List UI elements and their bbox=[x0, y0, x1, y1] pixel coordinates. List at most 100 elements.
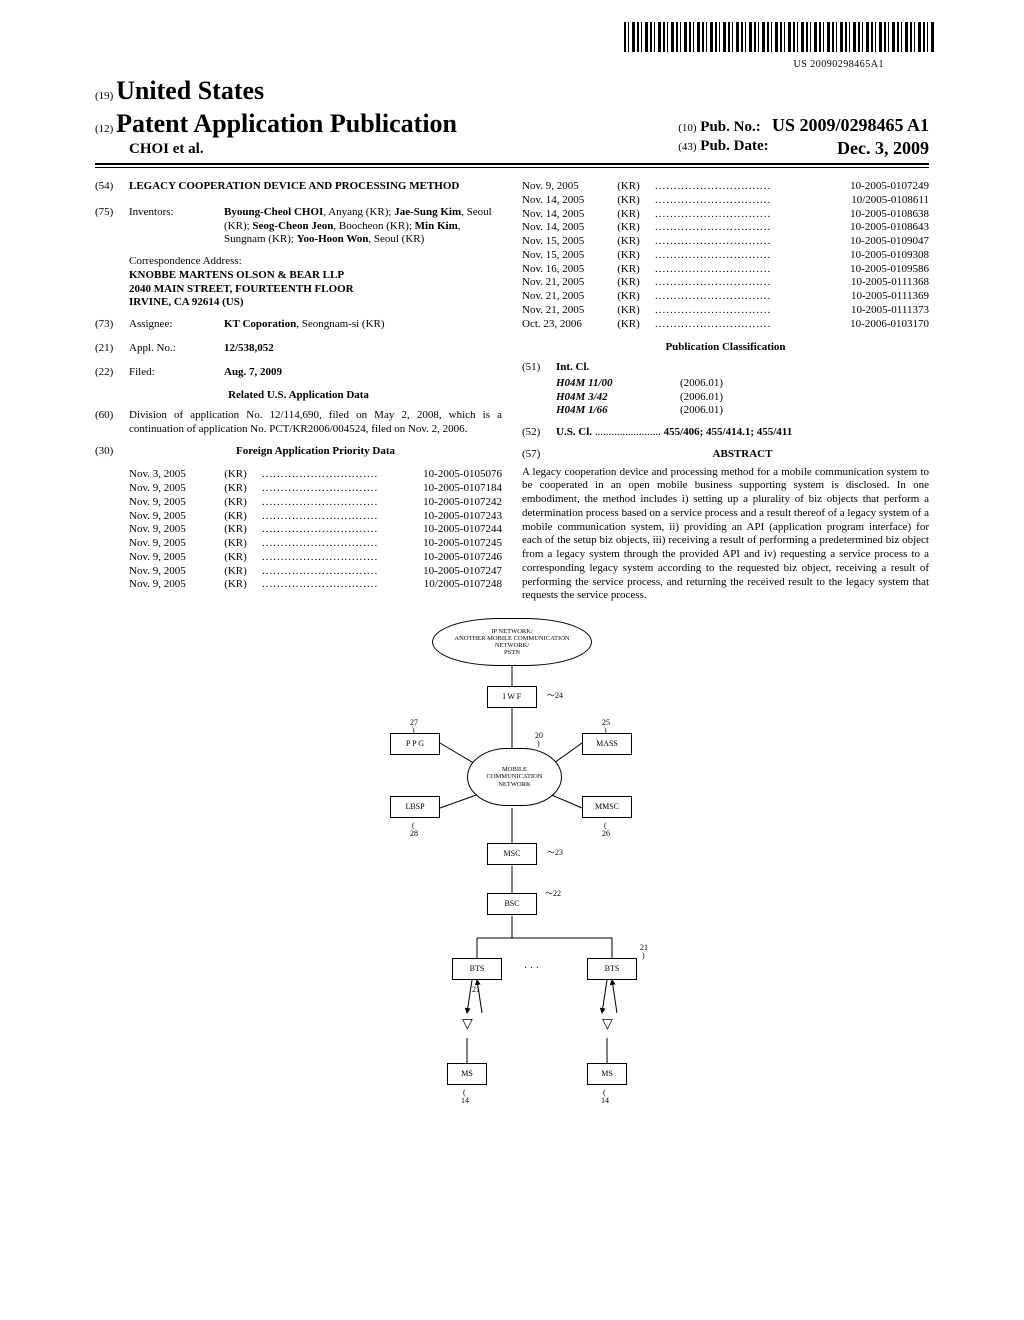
priority-row: Nov. 9, 2005(KR)........................… bbox=[129, 482, 502, 496]
prio-num: 10-2005-0111368 bbox=[851, 276, 929, 290]
prio-dots: ............................... bbox=[655, 304, 847, 318]
prio-date: Nov. 15, 2005 bbox=[522, 249, 602, 263]
corr-l1: KNOBBE MARTENS OLSON & BEAR LLP bbox=[129, 269, 502, 283]
priority-row: Nov. 15, 2005(KR).......................… bbox=[522, 249, 929, 263]
field-51: (51) Int. Cl. bbox=[522, 361, 929, 375]
corr-l3: IRVINE, CA 92614 (US) bbox=[129, 296, 502, 310]
prio-date: Oct. 23, 2006 bbox=[522, 318, 602, 332]
cloud-top: IP NETWORK/ ANOTHER MOBILE COMMUNICATION… bbox=[432, 618, 592, 666]
label-75: Inventors: bbox=[129, 206, 224, 247]
node-ms1: MS bbox=[447, 1063, 487, 1085]
prio-date: Nov. 9, 2005 bbox=[129, 510, 209, 524]
prio-dots: ............................... bbox=[262, 551, 419, 565]
prio-date: Nov. 3, 2005 bbox=[129, 468, 209, 482]
prio-dots: ............................... bbox=[655, 180, 846, 194]
prio-ctry: (KR) bbox=[606, 221, 651, 235]
value-22: Aug. 7, 2009 bbox=[224, 366, 502, 380]
code-57: (57) bbox=[522, 448, 556, 462]
header-row: (19) United States (12) Patent Applicati… bbox=[95, 75, 929, 159]
prio-ctry: (KR) bbox=[606, 263, 651, 277]
field-30: (30) Foreign Application Priority Data bbox=[95, 445, 502, 465]
prio-dots: ............................... bbox=[262, 523, 419, 537]
prio-num: 10-2005-0107244 bbox=[423, 523, 502, 537]
prio-ctry: (KR) bbox=[213, 551, 258, 565]
pubdate-value: Dec. 3, 2009 bbox=[837, 137, 929, 160]
node-bts1: BTS bbox=[452, 958, 502, 980]
node-mass: MASS bbox=[582, 733, 632, 755]
prio-dots: ............................... bbox=[655, 290, 847, 304]
node-lbsp: LBSP bbox=[390, 796, 440, 818]
mmsc-text: MMSC bbox=[595, 803, 619, 812]
priority-row: Nov. 16, 2005(KR).......................… bbox=[522, 263, 929, 277]
bsc-text: BSC bbox=[504, 900, 519, 909]
field-57: (57) ABSTRACT bbox=[522, 448, 929, 462]
code-60: (60) bbox=[95, 409, 129, 437]
diagram: IP NETWORK/ ANOTHER MOBILE COMMUNICATION… bbox=[302, 618, 722, 1108]
pubdate-label: Pub. Date: bbox=[700, 138, 768, 154]
prio-dots: ............................... bbox=[262, 510, 419, 524]
intcl-name: H04M 1/66 bbox=[556, 404, 676, 418]
priority-row: Nov. 9, 2005(KR)........................… bbox=[129, 551, 502, 565]
prio-num: 10-2005-0107245 bbox=[423, 537, 502, 551]
correspondence: Correspondence Address: KNOBBE MARTENS O… bbox=[129, 255, 502, 310]
prio-ctry: (KR) bbox=[213, 565, 258, 579]
cloud-top-text: IP NETWORK/ ANOTHER MOBILE COMMUNICATION… bbox=[437, 628, 587, 657]
code-22: (22) bbox=[95, 366, 129, 380]
ant1-icon: ▽ bbox=[462, 1016, 473, 1034]
field-52: (52) U.S. Cl. ........................ 4… bbox=[522, 426, 929, 440]
prio-dots: ............................... bbox=[262, 537, 419, 551]
label-21: Appl. No.: bbox=[129, 342, 224, 356]
priority-row: Oct. 23, 2006(KR).......................… bbox=[522, 318, 929, 332]
prio-num: 10/2005-0107248 bbox=[424, 578, 502, 592]
prio-dots: ............................... bbox=[262, 565, 419, 579]
ppg-text: P P G bbox=[406, 740, 424, 749]
barcode-block: US 20090298465A1 bbox=[95, 22, 934, 71]
appl-no: 12/538,052 bbox=[224, 342, 274, 354]
bts1-text: BTS bbox=[470, 965, 485, 974]
lbsp-text: LBSP bbox=[405, 803, 424, 812]
prio-num: 10-2005-0107246 bbox=[423, 551, 502, 565]
code-52: (52) bbox=[522, 426, 556, 440]
prio-ctry: (KR) bbox=[606, 180, 651, 194]
priority-row: Nov. 9, 2005(KR)........................… bbox=[129, 496, 502, 510]
value-73: KT Coporation, Seongnam-si (KR) bbox=[224, 318, 502, 332]
code-19: (19) bbox=[95, 90, 113, 102]
intcl-year: (2006.01) bbox=[680, 404, 723, 418]
priority-row: Nov. 9, 2005(KR)........................… bbox=[129, 565, 502, 579]
prio-date: Nov. 21, 2005 bbox=[522, 304, 602, 318]
prio-num: 10-2005-0107249 bbox=[850, 180, 929, 194]
code-51: (51) bbox=[522, 361, 556, 375]
prio-dots: ............................... bbox=[655, 221, 846, 235]
prio-ctry: (KR) bbox=[213, 510, 258, 524]
num-lbsp: 28 bbox=[410, 829, 418, 839]
bts2-tick: ) bbox=[642, 951, 645, 961]
field-22: (22) Filed: Aug. 7, 2009 bbox=[95, 366, 502, 380]
node-ppg: P P G bbox=[390, 733, 440, 755]
priority-row: Nov. 9, 2005 (KR)........................… bbox=[522, 180, 929, 194]
ant2-icon: ▽ bbox=[602, 1016, 613, 1034]
prio-ctry: (KR) bbox=[606, 208, 651, 222]
header-left: (19) United States (12) Patent Applicati… bbox=[95, 75, 457, 159]
right-column: Nov. 9, 2005 (KR)........................… bbox=[522, 180, 929, 603]
pubclass-title: Publication Classification bbox=[522, 341, 929, 355]
prio-num: 10-2005-0107247 bbox=[423, 565, 502, 579]
barcode-bars bbox=[624, 22, 934, 52]
inventors-text: Byoung-Cheol CHOI, Anyang (KR); Jae-Sung… bbox=[224, 206, 502, 247]
prio-ctry: (KR) bbox=[213, 523, 258, 537]
node-msc: MSC bbox=[487, 843, 537, 865]
prio-date: Nov. 9, 2005 bbox=[129, 537, 209, 551]
prio-dots: ............................... bbox=[655, 263, 846, 277]
uscl-dots: ........................ bbox=[595, 426, 661, 438]
prio-date: Nov. 9, 2005 bbox=[129, 482, 209, 496]
cloud-mid: MOBILE COMMUNICATION NETWORK bbox=[467, 748, 562, 806]
prio-date: Nov. 9, 2005 bbox=[129, 496, 209, 510]
priority-row: Nov. 14, 2005(KR).......................… bbox=[522, 221, 929, 235]
prio-date: Nov. 9, 2005 bbox=[522, 180, 602, 194]
field-75: (75) Inventors: Byoung-Cheol CHOI, Anyan… bbox=[95, 206, 502, 247]
priority-row: Nov. 3, 2005(KR)........................… bbox=[129, 468, 502, 482]
intcl-row: H04M 1/66 (2006.01) bbox=[556, 404, 929, 418]
header-authors: CHOI et al. bbox=[129, 140, 457, 159]
label-22: Filed: bbox=[129, 366, 224, 380]
pubno-value: US 2009/0298465 A1 bbox=[772, 115, 929, 135]
corr-label: Correspondence Address: bbox=[129, 255, 502, 269]
